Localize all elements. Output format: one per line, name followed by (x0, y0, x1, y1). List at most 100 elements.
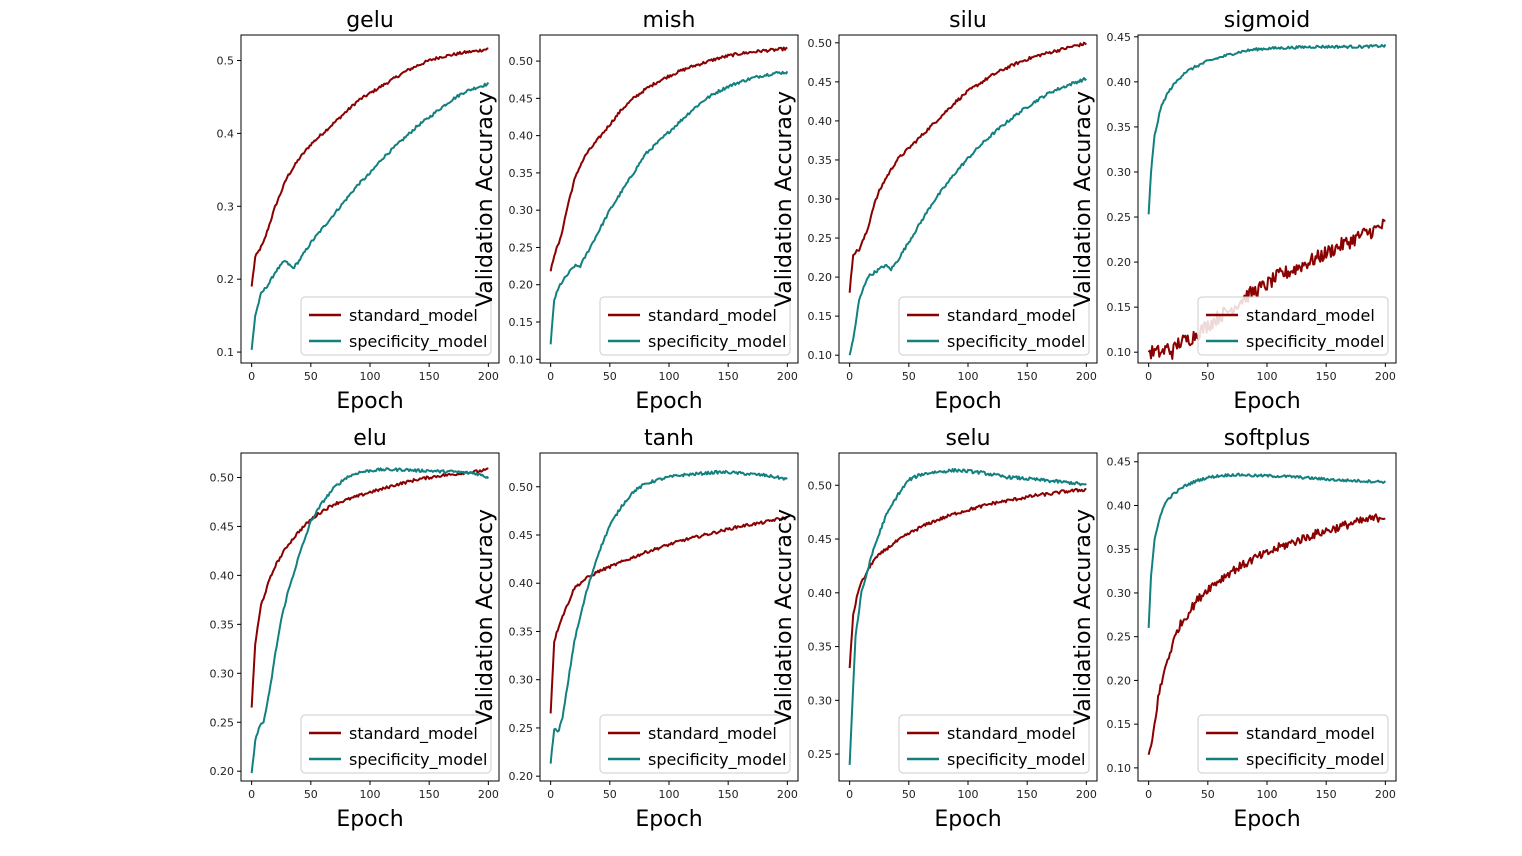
subplot-mish: mish 0 50 100 150 200 0.10 0.15 0.20 0.25 0.30 0.35… (473, 8, 799, 414)
y-tick-label: 0.30 (1107, 587, 1132, 600)
legend-label: standard_model (648, 724, 777, 744)
legend-label: standard_model (947, 724, 1076, 744)
y-tick-label: 0.15 (509, 316, 534, 329)
series-line-specificity_model (549, 70, 789, 345)
y-tick-label: 0.25 (808, 232, 833, 245)
series-group (1147, 43, 1387, 360)
y-tick-label: 0.20 (1107, 674, 1132, 687)
legend: standard_model specificity_model (300, 714, 492, 774)
series-line-standard_model (250, 467, 489, 708)
x-tick-label: 100 (1257, 788, 1278, 801)
legend: standard_model specificity_model (1197, 296, 1389, 356)
legend-box (300, 296, 492, 356)
legend-label: specificity_model (947, 332, 1085, 352)
x-tick-label: 200 (1076, 370, 1097, 383)
y-tick-label: 0.5 (217, 55, 235, 68)
x-tick-label: 200 (1375, 370, 1396, 383)
y-tick-label: 0.20 (1107, 256, 1132, 269)
x-tick-label: 50 (304, 788, 318, 801)
y-tick-label: 0.40 (808, 587, 833, 600)
x-tick-label: 150 (1316, 788, 1337, 801)
subplot-sigmoid: sigmoid 0 50 100 150 200 0.10 0.15 0.20 0.25 0.30 0… (1071, 8, 1397, 414)
legend-label: specificity_model (349, 332, 487, 352)
y-tick-label: 0.10 (808, 349, 833, 362)
x-tick-label: 50 (304, 370, 318, 383)
series-line-standard_model (250, 47, 489, 287)
series-group (549, 46, 789, 345)
y-tick-label: 0.25 (210, 716, 235, 729)
legend-label: specificity_model (1246, 332, 1384, 352)
x-tick-label: 150 (1017, 370, 1038, 383)
y-tick-label: 0.40 (1107, 76, 1132, 89)
series-line-standard_model (848, 41, 1087, 293)
subplot-title: silu (949, 8, 987, 33)
y-tick-label: 0.20 (509, 279, 534, 292)
y-tick-label: 0.50 (808, 37, 833, 50)
series-group (848, 467, 1087, 765)
y-axis-label: Validation Accuracy (1071, 509, 1096, 725)
x-tick-label: 150 (1017, 788, 1038, 801)
legend-label: standard_model (1246, 306, 1375, 326)
subplot-elu: elu 0 50 100 150 200 0.20 0.25 0.30 0.35 0.40 0.45 0… (210, 426, 500, 832)
y-tick-label: 0.45 (210, 520, 235, 533)
y-tick-label: 0.50 (210, 471, 235, 484)
y-tick-label: 0.45 (509, 92, 534, 105)
x-tick-label: 0 (1145, 788, 1152, 801)
x-axis-label: Epoch (336, 389, 403, 414)
y-tick-label: 0.50 (509, 481, 534, 494)
subplot-softplus: softplus 0 50 100 150 200 0.10 0.15 0.20 0.25 0.30… (1071, 426, 1397, 832)
x-tick-label: 100 (659, 370, 680, 383)
y-tick-label: 0.35 (808, 154, 833, 167)
x-tick-label: 0 (248, 370, 255, 383)
y-tick-label: 0.35 (509, 167, 534, 180)
x-axis-label: Epoch (1233, 389, 1300, 414)
x-axis-label: Epoch (934, 807, 1001, 832)
legend-label: standard_model (349, 724, 478, 744)
x-tick-label: 50 (902, 370, 916, 383)
series-line-specificity_model (250, 81, 490, 350)
y-axis-label: Validation Accuracy (772, 91, 797, 307)
legend-box (1197, 714, 1389, 774)
subplot-selu: selu 0 50 100 150 200 0.25 0.30 0.35 0.40 0.45 0.50… (772, 426, 1098, 832)
legend: standard_model specificity_model (300, 296, 492, 356)
y-tick-label: 0.40 (210, 569, 235, 582)
legend: standard_model specificity_model (599, 296, 791, 356)
subplot-title: gelu (346, 8, 394, 33)
series-line-standard_model (1147, 218, 1386, 360)
x-tick-label: 50 (1201, 788, 1215, 801)
x-tick-label: 150 (718, 370, 739, 383)
x-tick-label: 200 (1076, 788, 1097, 801)
y-tick-label: 0.25 (1107, 631, 1132, 644)
x-tick-label: 100 (958, 788, 979, 801)
series-line-specificity_model (250, 467, 490, 774)
x-tick-label: 0 (846, 370, 853, 383)
y-tick-label: 0.30 (808, 694, 833, 707)
y-tick-label: 0.50 (808, 479, 833, 492)
series-line-specificity_model (848, 77, 1087, 356)
x-tick-label: 150 (419, 788, 440, 801)
series-line-standard_model (1147, 513, 1386, 755)
y-tick-label: 0.35 (509, 625, 534, 638)
x-axis-label: Epoch (635, 807, 702, 832)
subplot-tanh: tanh 0 50 100 150 200 0.20 0.25 0.30 0.35 0.40 0.45… (473, 426, 799, 832)
x-tick-label: 200 (1375, 788, 1396, 801)
x-axis-label: Epoch (934, 389, 1001, 414)
series-line-specificity_model (848, 467, 1087, 765)
y-tick-label: 0.15 (1107, 718, 1132, 731)
y-tick-label: 0.45 (808, 533, 833, 546)
y-tick-label: 0.2 (217, 273, 235, 286)
x-tick-label: 100 (360, 370, 381, 383)
series-line-standard_model (549, 516, 788, 714)
y-tick-label: 0.30 (808, 193, 833, 206)
legend-box (898, 714, 1090, 774)
y-tick-label: 0.3 (217, 200, 235, 213)
subplot-title: tanh (644, 426, 694, 451)
series-group (848, 41, 1087, 356)
y-tick-label: 0.10 (1107, 762, 1132, 775)
x-tick-label: 150 (419, 370, 440, 383)
y-tick-label: 0.30 (1107, 166, 1132, 179)
x-tick-label: 0 (547, 788, 554, 801)
legend: standard_model specificity_model (898, 714, 1090, 774)
x-axis-label: Epoch (635, 389, 702, 414)
